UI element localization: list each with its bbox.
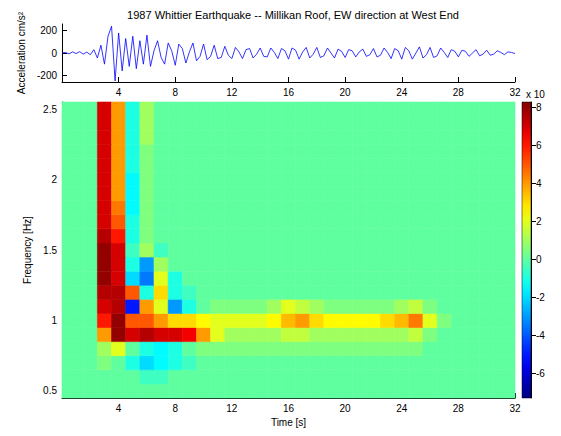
svg-text:4: 4: [116, 403, 122, 414]
svg-text:12: 12: [226, 87, 238, 98]
svg-text:24: 24: [396, 403, 408, 414]
svg-text:6: 6: [536, 140, 542, 151]
svg-text:1.5: 1.5: [43, 245, 57, 256]
svg-text:x 10: x 10: [526, 89, 545, 100]
svg-text:32: 32: [509, 87, 521, 98]
svg-text:20: 20: [340, 87, 352, 98]
svg-text:0.5: 0.5: [43, 385, 57, 396]
svg-text:2: 2: [536, 216, 542, 227]
svg-text:28: 28: [453, 403, 465, 414]
svg-text:2.5: 2.5: [43, 104, 57, 115]
svg-text:8: 8: [172, 403, 178, 414]
svg-text:-6: -6: [536, 368, 545, 379]
svg-text:-200: -200: [37, 70, 57, 81]
svg-text:12: 12: [226, 403, 238, 414]
svg-text:2: 2: [51, 174, 57, 185]
svg-text:8: 8: [536, 102, 542, 113]
svg-text:4: 4: [536, 178, 542, 189]
svg-text:0: 0: [536, 254, 542, 265]
svg-text:1987 Whittier Earthquake -- Mi: 1987 Whittier Earthquake -- Millikan Roo…: [127, 9, 459, 21]
svg-text:-2: -2: [536, 292, 545, 303]
svg-text:16: 16: [283, 403, 295, 414]
svg-text:28: 28: [453, 87, 465, 98]
svg-text:0: 0: [51, 48, 57, 59]
svg-text:-4: -4: [536, 330, 545, 341]
svg-text:24: 24: [396, 87, 408, 98]
svg-text:4: 4: [116, 87, 122, 98]
svg-text:32: 32: [509, 403, 521, 414]
svg-text:8: 8: [172, 87, 178, 98]
svg-text:16: 16: [283, 87, 295, 98]
svg-text:Frequency [Hz]: Frequency [Hz]: [22, 216, 33, 284]
svg-text:20: 20: [340, 403, 352, 414]
svg-text:1: 1: [51, 315, 57, 326]
svg-text:Acceleration cm/s²: Acceleration cm/s²: [16, 11, 27, 94]
svg-text:200: 200: [40, 25, 57, 36]
svg-text:Time [s]: Time [s]: [271, 417, 306, 428]
